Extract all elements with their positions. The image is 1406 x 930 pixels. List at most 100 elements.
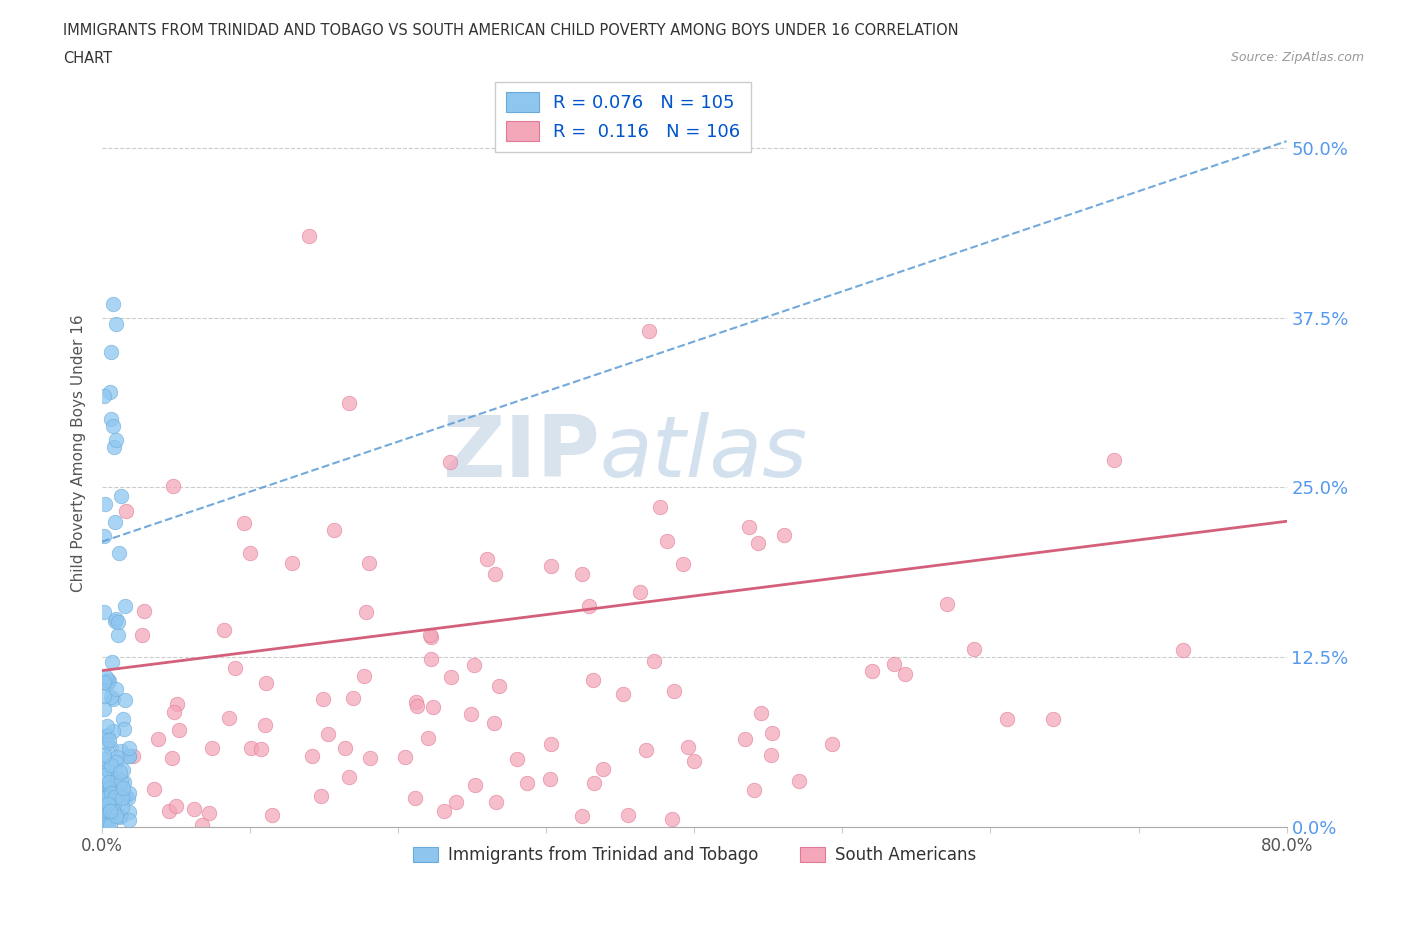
Point [201, 740, 224, 755]
Point [93, 701, 115, 716]
Point [93, 768, 115, 783]
Point [571, 566, 593, 581]
Point [97, 763, 120, 777]
Point [262, 808, 284, 823]
Point [571, 808, 593, 823]
Point [100, 778, 122, 793]
Point [104, 790, 127, 804]
Point [93, 813, 115, 828]
Point [636, 742, 658, 757]
Point [482, 716, 505, 731]
Point [337, 770, 360, 785]
Point [183, 802, 205, 817]
Point [107, 810, 129, 825]
Point [460, 707, 482, 722]
Point [93, 787, 115, 802]
Point [94, 792, 117, 807]
Point [157, 804, 180, 818]
Point [104, 432, 127, 447]
Point [100, 412, 122, 427]
Point [787, 774, 810, 789]
Text: atlas: atlas [599, 412, 807, 495]
Point [97, 727, 120, 742]
Point [419, 630, 441, 644]
Point [98, 779, 121, 794]
Point [860, 663, 883, 678]
Point [111, 799, 134, 814]
Point [337, 395, 360, 410]
Point [98, 385, 121, 400]
Point [98, 818, 121, 833]
Point [683, 753, 706, 768]
Point [894, 667, 917, 682]
Point [104, 515, 127, 530]
Point [96, 718, 118, 733]
Point [107, 770, 129, 785]
Point [93, 674, 115, 689]
Point [104, 808, 127, 823]
Point [505, 751, 527, 766]
Point [214, 623, 236, 638]
Point [405, 695, 427, 710]
Point [96, 736, 118, 751]
Point [148, 732, 170, 747]
Point [98, 790, 121, 805]
Point [93, 761, 115, 776]
Point [404, 791, 426, 806]
Point [118, 786, 141, 801]
Point [100, 689, 122, 704]
Point [650, 499, 672, 514]
Point [107, 546, 129, 561]
Point [738, 520, 761, 535]
Point [935, 596, 957, 611]
Point [578, 599, 600, 614]
Point [94, 793, 117, 808]
Point [114, 790, 136, 804]
Text: Source: ZipAtlas.com: Source: ZipAtlas.com [1230, 51, 1364, 64]
Point [254, 675, 277, 690]
Point [107, 615, 129, 630]
Point [354, 605, 377, 620]
Point [110, 773, 132, 788]
Point [96, 676, 118, 691]
Point [93, 797, 115, 812]
Point [104, 783, 127, 798]
Point [1171, 643, 1194, 658]
Point [101, 418, 124, 433]
Point [93, 604, 115, 619]
Point [108, 764, 131, 779]
Point [419, 652, 441, 667]
Point [359, 751, 381, 765]
Point [97, 817, 120, 832]
Point [94, 816, 117, 830]
Point [97, 796, 120, 811]
Point [444, 795, 467, 810]
Point [484, 566, 506, 581]
Point [662, 684, 685, 698]
Point [115, 504, 138, 519]
Point [540, 737, 562, 751]
Point [105, 750, 128, 764]
Point [100, 806, 122, 821]
Point [440, 669, 463, 684]
Point [94, 795, 117, 810]
Point [1104, 452, 1126, 467]
Point [101, 692, 124, 707]
Point [118, 804, 141, 819]
Point [163, 705, 186, 720]
Point [94, 670, 117, 684]
Point [96, 818, 118, 833]
Point [112, 774, 135, 789]
Point [582, 673, 605, 688]
Point [93, 818, 115, 833]
Point [93, 803, 115, 817]
Point [103, 785, 125, 800]
Point [612, 687, 634, 702]
Point [657, 534, 679, 549]
Point [105, 611, 128, 626]
Point [111, 711, 134, 726]
Point [107, 628, 129, 643]
Point [416, 731, 439, 746]
Point [463, 658, 485, 672]
Point [93, 791, 115, 806]
